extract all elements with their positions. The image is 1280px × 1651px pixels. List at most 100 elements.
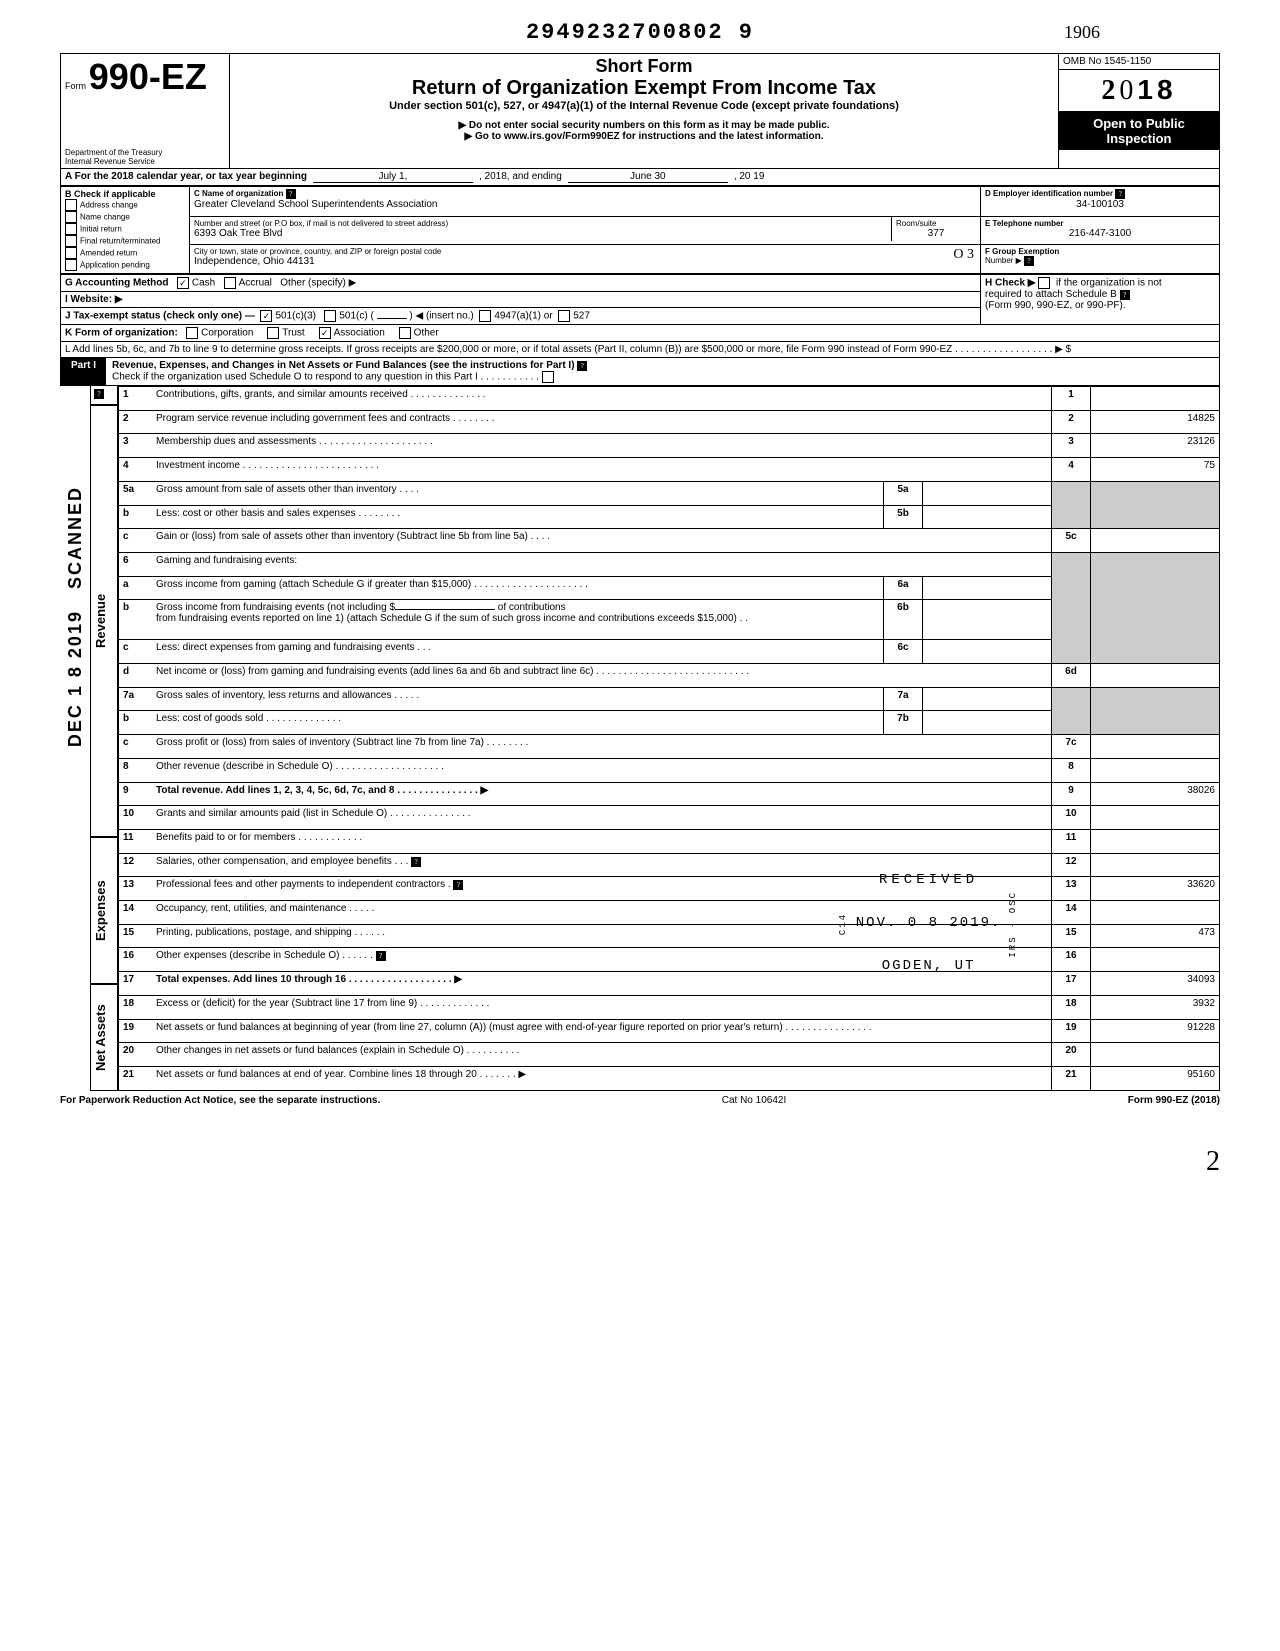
f-number-label: Number ▶ bbox=[985, 256, 1022, 265]
line-desc: Less: direct expenses from gaming and fu… bbox=[152, 640, 884, 664]
line-val: 38026 bbox=[1091, 782, 1220, 806]
line-desc: Other revenue (describe in Schedule O) .… bbox=[152, 758, 1052, 782]
501c3-checkbox[interactable] bbox=[260, 310, 272, 322]
line-val: 95160 bbox=[1091, 1067, 1220, 1091]
line-num: 11 bbox=[119, 829, 153, 853]
help-icon: ? bbox=[411, 857, 421, 867]
d-label: D Employer identification number bbox=[985, 189, 1113, 198]
year-end-text: , 20 19 bbox=[734, 171, 765, 183]
line-num: 12 bbox=[119, 853, 153, 877]
stamp-side2: IRS - OSC bbox=[1007, 891, 1020, 958]
help-icon: ? bbox=[577, 361, 587, 371]
ein-value: 34-100103 bbox=[985, 199, 1215, 210]
501c-label: 501(c) ( bbox=[339, 311, 373, 322]
line-rnum: 16 bbox=[1052, 948, 1091, 972]
line-val bbox=[1091, 806, 1220, 830]
line-num: 7a bbox=[119, 687, 153, 711]
line-rnum: 1 bbox=[1052, 387, 1091, 411]
room-label: Room/suite bbox=[896, 219, 976, 228]
amended-label: Amended return bbox=[80, 249, 137, 258]
addr-change-label: Address change bbox=[80, 201, 138, 210]
lines-table: 1Contributions, gifts, grants, and simil… bbox=[118, 386, 1220, 1091]
line-num: 18 bbox=[119, 995, 153, 1019]
app-pending-checkbox[interactable] bbox=[65, 259, 77, 271]
cash-checkbox[interactable] bbox=[177, 277, 189, 289]
stamp-location: OGDEN, UT bbox=[837, 957, 1020, 977]
scanned-date: DEC 1 8 2019 bbox=[65, 610, 85, 747]
addr-change-checkbox[interactable] bbox=[65, 199, 77, 211]
line-num: 17 bbox=[119, 972, 153, 996]
501c-checkbox[interactable] bbox=[324, 310, 336, 322]
trust-checkbox[interactable] bbox=[267, 327, 279, 339]
mid-num: 5a bbox=[884, 481, 923, 505]
g-label: G Accounting Method bbox=[65, 278, 169, 289]
help-icon: ? bbox=[453, 880, 463, 890]
4947-checkbox[interactable] bbox=[479, 310, 491, 322]
line-val: 34093 bbox=[1091, 972, 1220, 996]
527-label: 527 bbox=[573, 311, 590, 322]
line-val: 91228 bbox=[1091, 1019, 1220, 1043]
help-icon: ? bbox=[1115, 189, 1125, 199]
line-num: b bbox=[119, 505, 153, 529]
sched-o-checkbox[interactable] bbox=[542, 371, 554, 383]
corp-checkbox[interactable] bbox=[186, 327, 198, 339]
initial-return-checkbox[interactable] bbox=[65, 223, 77, 235]
h-checkbox[interactable] bbox=[1038, 277, 1050, 289]
handwritten-o3: O 3 bbox=[953, 247, 974, 263]
mid-num: 6a bbox=[884, 576, 923, 600]
main-title: Return of Organization Exempt From Incom… bbox=[234, 77, 1054, 100]
line-num: 16 bbox=[119, 948, 153, 972]
b-label: B Check if applicable bbox=[65, 189, 156, 199]
part-i-title: Revenue, Expenses, and Changes in Net As… bbox=[112, 360, 575, 371]
short-form-title: Short Form bbox=[234, 56, 1054, 77]
org-name: Greater Cleveland School Superintendents… bbox=[194, 199, 976, 210]
f-label: F Group Exemption bbox=[985, 247, 1059, 256]
expenses-side-label: Expenses bbox=[90, 837, 118, 984]
line-rnum: 12 bbox=[1052, 853, 1091, 877]
line-desc: Gross income from fundraising events (no… bbox=[152, 600, 884, 640]
ssn-warning: ▶ Do not enter social security numbers o… bbox=[234, 120, 1054, 131]
line-desc: Gross income from gaming (attach Schedul… bbox=[152, 576, 884, 600]
line-rnum: 7c bbox=[1052, 735, 1091, 759]
501c3-label: 501(c)(3) bbox=[275, 311, 316, 322]
amended-checkbox[interactable] bbox=[65, 247, 77, 259]
line-desc: Membership dues and assessments . . . . … bbox=[152, 434, 1052, 458]
line-num: a bbox=[119, 576, 153, 600]
line-val: 75 bbox=[1091, 458, 1220, 482]
line-val bbox=[1091, 758, 1220, 782]
assoc-checkbox[interactable] bbox=[319, 327, 331, 339]
line-desc: Net assets or fund balances at beginning… bbox=[152, 1019, 1052, 1043]
line-num: 15 bbox=[119, 924, 153, 948]
line-num: 14 bbox=[119, 901, 153, 925]
footer: For Paperwork Reduction Act Notice, see … bbox=[60, 1095, 1220, 1106]
trust-label: Trust bbox=[282, 328, 304, 339]
line-desc: Benefits paid to or for members . . . . … bbox=[152, 829, 1052, 853]
line-rnum: 10 bbox=[1052, 806, 1091, 830]
footer-left: For Paperwork Reduction Act Notice, see … bbox=[60, 1095, 380, 1106]
street-value: 6393 Oak Tree Blvd bbox=[194, 228, 887, 239]
527-checkbox[interactable] bbox=[558, 310, 570, 322]
line-desc: Gaming and fundraising events: bbox=[152, 552, 1052, 576]
mid-num: 7b bbox=[884, 711, 923, 735]
part-i-tab: Part I bbox=[61, 358, 106, 385]
accrual-checkbox[interactable] bbox=[224, 277, 236, 289]
line-rnum: 5c bbox=[1052, 529, 1091, 553]
h-text1: if the organization is not bbox=[1056, 278, 1162, 289]
footer-mid: Cat No 10642I bbox=[722, 1095, 787, 1106]
final-return-checkbox[interactable] bbox=[65, 235, 77, 247]
handwritten-number: 1906 bbox=[1064, 22, 1100, 43]
h-text2: required to attach Schedule B bbox=[985, 289, 1117, 300]
name-change-checkbox[interactable] bbox=[65, 211, 77, 223]
line-num: 9 bbox=[119, 782, 153, 806]
line-val bbox=[1091, 901, 1220, 925]
city-value: Independence, Ohio 44131 bbox=[194, 256, 976, 267]
subtitle: Under section 501(c), 527, or 4947(a)(1)… bbox=[234, 100, 1054, 112]
501c-insert: ) ◀ (insert no.) bbox=[409, 311, 473, 322]
stamp-side1: C14 bbox=[837, 913, 850, 935]
year-end: June 30 bbox=[568, 171, 728, 183]
line-val bbox=[1091, 948, 1220, 972]
initial-return-label: Initial return bbox=[80, 225, 122, 234]
scanned-text: SCANNED bbox=[65, 486, 85, 589]
other-org-checkbox[interactable] bbox=[399, 327, 411, 339]
revenue-side-label: Revenue bbox=[90, 405, 118, 837]
